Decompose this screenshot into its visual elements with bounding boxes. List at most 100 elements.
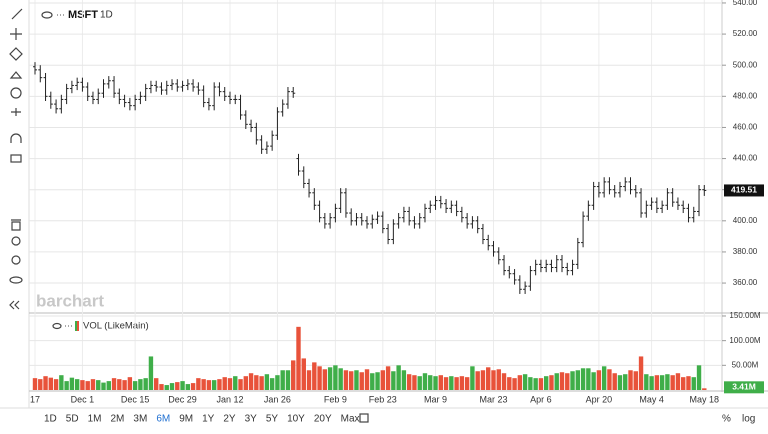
- volume-bar: [254, 375, 259, 390]
- volume-bar: [443, 377, 449, 390]
- period-button[interactable]: 5Y: [266, 414, 279, 425]
- collapse-toolbar[interactable]: [9, 300, 20, 310]
- volume-bar: [138, 379, 143, 390]
- volume-bar: [69, 377, 75, 390]
- zoom-in[interactable]: [11, 236, 21, 246]
- y-tick-label: 400.00: [733, 216, 758, 225]
- x-tick-label: Jan 26: [264, 394, 291, 404]
- measure-tool[interactable]: [11, 108, 21, 116]
- volume-bar: [480, 370, 486, 390]
- volume-bar: [543, 376, 549, 390]
- volume-bar: [428, 375, 433, 390]
- pattern-tool[interactable]: [9, 71, 23, 79]
- volume-bar: [227, 378, 233, 390]
- volume-bar: [565, 373, 570, 390]
- eye-icon[interactable]: [41, 11, 53, 19]
- volume-bar: [580, 368, 586, 390]
- period-button[interactable]: 1Y: [202, 414, 215, 425]
- volume-bar: [217, 379, 222, 390]
- volume-bar: [259, 376, 264, 390]
- period-button[interactable]: 2Y: [223, 414, 236, 425]
- period-button[interactable]: 3Y: [245, 414, 258, 425]
- last-volume-box: [724, 381, 764, 394]
- volume-bar: [554, 373, 559, 390]
- x-tick-label: Feb 23: [369, 394, 397, 404]
- volume-bar: [623, 374, 628, 390]
- volume-bar: [233, 376, 238, 390]
- volume-bar: [327, 367, 333, 390]
- fib-tool[interactable]: [10, 28, 22, 40]
- x-tick-label: Apr 6: [530, 394, 552, 404]
- volume-bar: [80, 380, 85, 390]
- volume-bar: [53, 379, 59, 390]
- volume-bar: [449, 376, 454, 390]
- x-tick-label: Dec 15: [121, 394, 150, 404]
- y-tick-label: 360.00: [733, 278, 758, 287]
- volume-bar: [638, 356, 644, 390]
- volume-bar: [132, 381, 138, 390]
- calendar-icon[interactable]: [359, 413, 369, 423]
- log-toggle[interactable]: log: [742, 414, 755, 425]
- volume-bar: [596, 370, 602, 390]
- zoom-out[interactable]: [11, 255, 21, 265]
- period-button[interactable]: Max: [341, 414, 360, 425]
- volume-bar: [343, 370, 349, 390]
- menu-dots[interactable]: ···: [56, 9, 65, 19]
- symbol[interactable]: MSFT: [68, 9, 98, 21]
- period-button[interactable]: 3M: [133, 414, 147, 425]
- volume-bar: [59, 375, 64, 390]
- volume-bar: [164, 385, 169, 390]
- volume-bar: [470, 366, 475, 390]
- period-button[interactable]: 6M: [156, 414, 170, 425]
- volume-bar: [201, 379, 206, 390]
- volume-bar: [190, 383, 196, 390]
- x-tick-label: Jan 12: [216, 394, 243, 404]
- period-button[interactable]: 5D: [66, 414, 79, 425]
- volume-bar: [222, 377, 227, 390]
- last-volume-label: 3.41M: [732, 382, 756, 392]
- volume-bar: [654, 375, 660, 390]
- volume-bar: [454, 377, 459, 390]
- volume-bar: [264, 374, 270, 390]
- volume-bar: [702, 388, 707, 390]
- y-tick-label: 100.00M: [729, 336, 760, 345]
- period-button[interactable]: 20Y: [314, 414, 332, 425]
- period-button[interactable]: 10Y: [287, 414, 305, 425]
- volume-bar: [417, 376, 422, 390]
- volume-bar: [211, 380, 217, 390]
- y-tick-label: 500.00: [733, 60, 758, 69]
- period-button[interactable]: 9M: [179, 414, 193, 425]
- interval[interactable]: 1D: [100, 10, 113, 21]
- shape-tool[interactable]: [9, 47, 23, 61]
- volume-bar: [306, 370, 312, 390]
- magnet-tool[interactable]: [10, 133, 22, 143]
- volume-bar: [475, 371, 480, 390]
- volume-bar: [549, 375, 554, 390]
- volume-bar: [533, 378, 538, 390]
- delete-tool[interactable]: [11, 219, 21, 231]
- volume-bar: [354, 370, 359, 390]
- volume-bar: [317, 366, 322, 390]
- eye-icon[interactable]: [52, 322, 62, 330]
- volume-bar: [586, 368, 591, 390]
- volume-bar: [375, 372, 380, 390]
- info-tool[interactable]: [10, 87, 22, 99]
- volume-bar: [101, 382, 106, 390]
- volume-bar: [675, 373, 681, 390]
- volume-bar: [64, 381, 69, 390]
- volume-bar: [601, 366, 607, 390]
- period-button[interactable]: 1D: [44, 414, 57, 425]
- volume-bar: [501, 373, 507, 390]
- volume-bar: [85, 381, 90, 390]
- volume-bar: [644, 374, 649, 390]
- percent-toggle[interactable]: %: [722, 414, 731, 425]
- period-button[interactable]: 2M: [111, 414, 125, 425]
- visibility-tool[interactable]: [9, 276, 23, 284]
- line-tool[interactable]: [11, 8, 23, 20]
- volume-bar: [628, 370, 633, 390]
- lock-tool[interactable]: [10, 154, 22, 163]
- period-button[interactable]: 1M: [88, 414, 102, 425]
- volume-bar: [322, 369, 328, 390]
- menu-dots[interactable]: ···: [64, 320, 73, 330]
